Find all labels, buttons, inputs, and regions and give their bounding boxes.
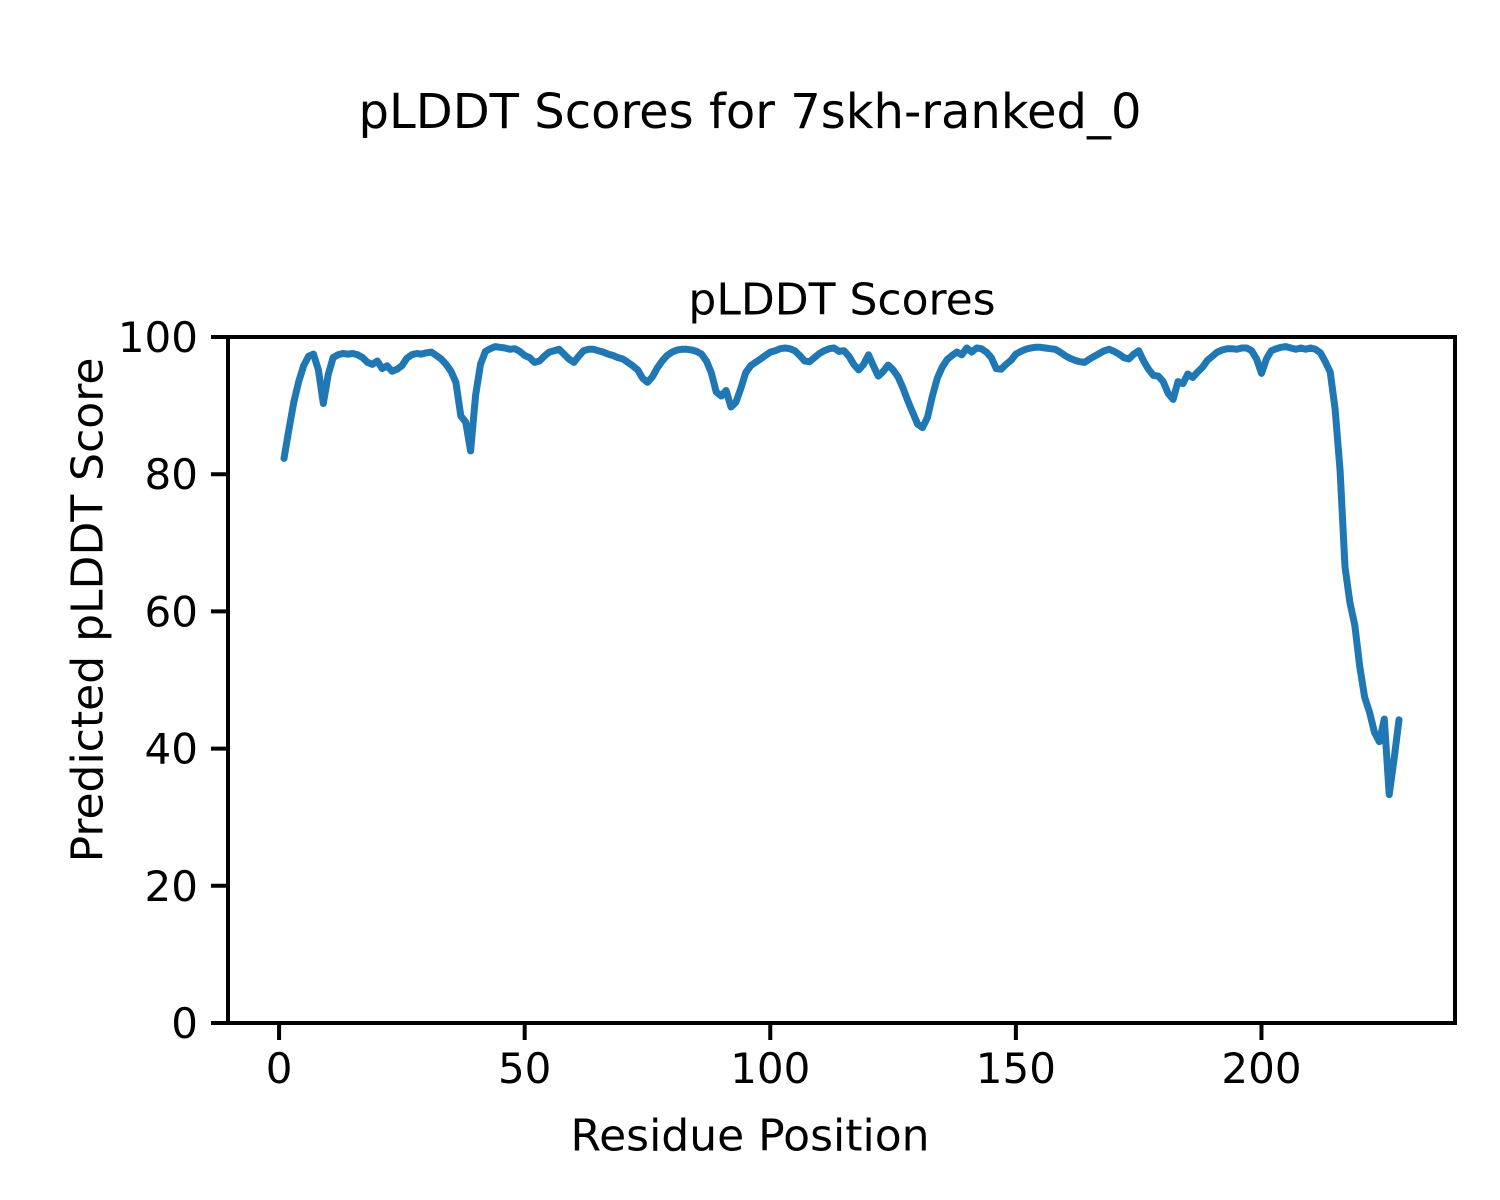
plot-area [226, 335, 1457, 1025]
x-tick-label: 150 [976, 1044, 1056, 1093]
y-tick-label: 0 [171, 999, 198, 1048]
x-axis-ticks: 0 50 100 150 200 [266, 1023, 1302, 1093]
y-tick-label: 60 [145, 587, 198, 636]
axes-title: pLDDT Scores [688, 274, 996, 326]
plddt-line [280, 343, 1403, 799]
y-tick-label: 80 [145, 450, 198, 499]
y-tick-label: 20 [145, 862, 198, 911]
y-tick-label: 40 [145, 725, 198, 774]
x-axis-label: Residue Position [570, 1110, 930, 1162]
figure-suptitle: pLDDT Scores for 7skh-ranked_0 [358, 84, 1142, 140]
x-tick-label: 50 [498, 1044, 551, 1093]
x-tick-label: 200 [1221, 1044, 1301, 1093]
x-tick-label: 100 [730, 1044, 810, 1093]
x-tick-label: 0 [266, 1044, 293, 1093]
y-tick-label: 100 [118, 313, 198, 362]
y-axis-ticks: 0 20 40 60 80 100 [118, 313, 228, 1048]
